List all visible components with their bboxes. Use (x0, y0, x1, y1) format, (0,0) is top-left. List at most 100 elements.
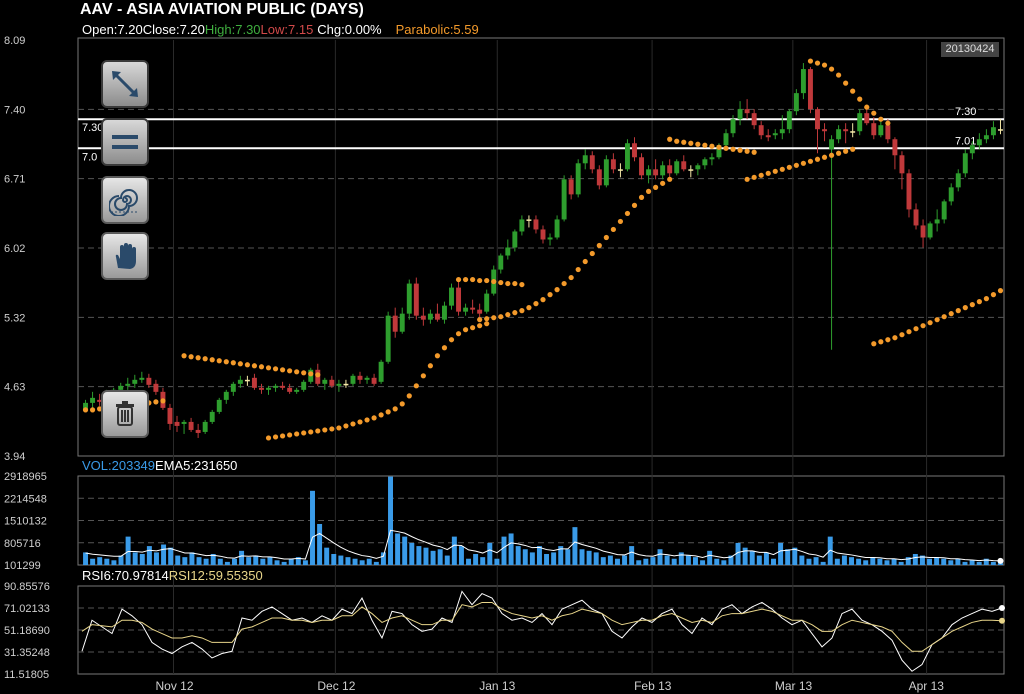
candle (449, 283, 454, 310)
volume-bar (111, 560, 117, 565)
candle (829, 135, 835, 350)
parabolic-dot (512, 310, 518, 316)
rsi-tick-label: 71.02133 (4, 603, 50, 615)
delete-button[interactable] (101, 390, 149, 438)
parabolic-dot (392, 406, 398, 412)
candle-body (406, 283, 412, 314)
candle-body (850, 131, 856, 133)
volume-bar (310, 490, 315, 565)
candle (610, 153, 616, 174)
volume-bar (522, 549, 528, 565)
parabolic-dot (681, 139, 687, 145)
candle-body (948, 187, 954, 202)
parabolic-dot (744, 148, 750, 154)
horizontal-line-button[interactable] (101, 118, 149, 166)
parabolic-dot (279, 433, 286, 439)
parabolic-dot (667, 136, 673, 142)
pan-button[interactable] (101, 232, 149, 280)
volume-bar (664, 555, 670, 565)
volume-bar (849, 557, 854, 565)
parabolic-dot (462, 327, 469, 333)
volume-bar (919, 555, 925, 565)
volume-tick-label: 805716 (4, 538, 41, 550)
parabolic-dot (631, 202, 638, 208)
volume-bar (586, 550, 592, 565)
volume-bar (983, 558, 989, 565)
volume-bar (721, 560, 727, 565)
volume-bar (572, 527, 578, 565)
volume-bar (274, 560, 280, 565)
volume-bar (700, 560, 706, 565)
volume-bar (622, 555, 628, 565)
candle-body (83, 402, 88, 410)
candle-body (575, 163, 581, 195)
volume-bar (870, 557, 876, 565)
candle-body (287, 387, 293, 392)
volume-bar (494, 558, 500, 565)
parabolic-dot (89, 407, 96, 413)
candle-body (540, 229, 546, 240)
candle (498, 253, 504, 274)
volume-bar (281, 561, 287, 565)
candle-body (568, 179, 574, 195)
right-line-label: 7.30 (955, 106, 976, 118)
candle (990, 121, 996, 140)
volume-bar (636, 560, 642, 565)
candle-body (266, 387, 271, 390)
volume-bar (927, 558, 933, 565)
volume-bar (90, 558, 96, 565)
parabolic-dot (744, 176, 750, 182)
candle (427, 309, 433, 324)
candle-body (815, 109, 820, 130)
candle (181, 419, 187, 434)
volume-bar (841, 555, 847, 565)
candle-body (139, 377, 145, 380)
volume-tick-label: 1510132 (4, 516, 47, 528)
candle (561, 175, 567, 222)
parabolic-dot (477, 323, 483, 329)
parabolic-dot (990, 292, 997, 298)
candle (934, 209, 940, 232)
line-tool-button[interactable] (101, 60, 149, 108)
volume-bar (458, 546, 464, 565)
parabolic-dot (406, 393, 412, 399)
volume-bar (466, 558, 472, 565)
volume-bar (763, 552, 769, 565)
parabolic-dot (899, 332, 905, 338)
parabolic-dot (871, 341, 877, 347)
candle (702, 157, 708, 170)
candle-body (343, 383, 349, 386)
rsi-tick-label: 90.85576 (4, 581, 50, 593)
x-tick-label: Dec 12 (317, 679, 355, 693)
parabolic-dot (202, 356, 208, 362)
candle (969, 141, 975, 160)
volume-bar (884, 560, 890, 565)
candle-body (244, 379, 250, 382)
candle (744, 99, 750, 120)
parabolic-dot (505, 280, 511, 287)
candle (526, 215, 532, 228)
rsi-end-dot (999, 617, 1005, 624)
candle-body (280, 385, 286, 388)
candle-body (118, 385, 124, 390)
volume-legend: VOL:203349EMA5:231650 (82, 458, 237, 473)
parabolic-dot (251, 363, 258, 369)
candle-body (392, 315, 398, 332)
candle-body (181, 421, 187, 424)
parabolic-dot (350, 421, 356, 427)
volume-bar (650, 557, 656, 565)
parabolic-dot (272, 366, 279, 372)
vol-label: VOL:203349 (82, 458, 156, 473)
candle (892, 137, 898, 170)
volume-bar (529, 552, 535, 565)
fibonacci-button[interactable] (101, 176, 149, 224)
candle-body (702, 159, 708, 166)
candle (336, 379, 342, 392)
volume-tick-label: 2214548 (4, 493, 47, 505)
volume-bar (905, 557, 911, 565)
candle-body (822, 129, 827, 132)
candle (470, 299, 476, 314)
chg-value: Chg:0.00% (317, 22, 382, 37)
candle (983, 129, 989, 144)
